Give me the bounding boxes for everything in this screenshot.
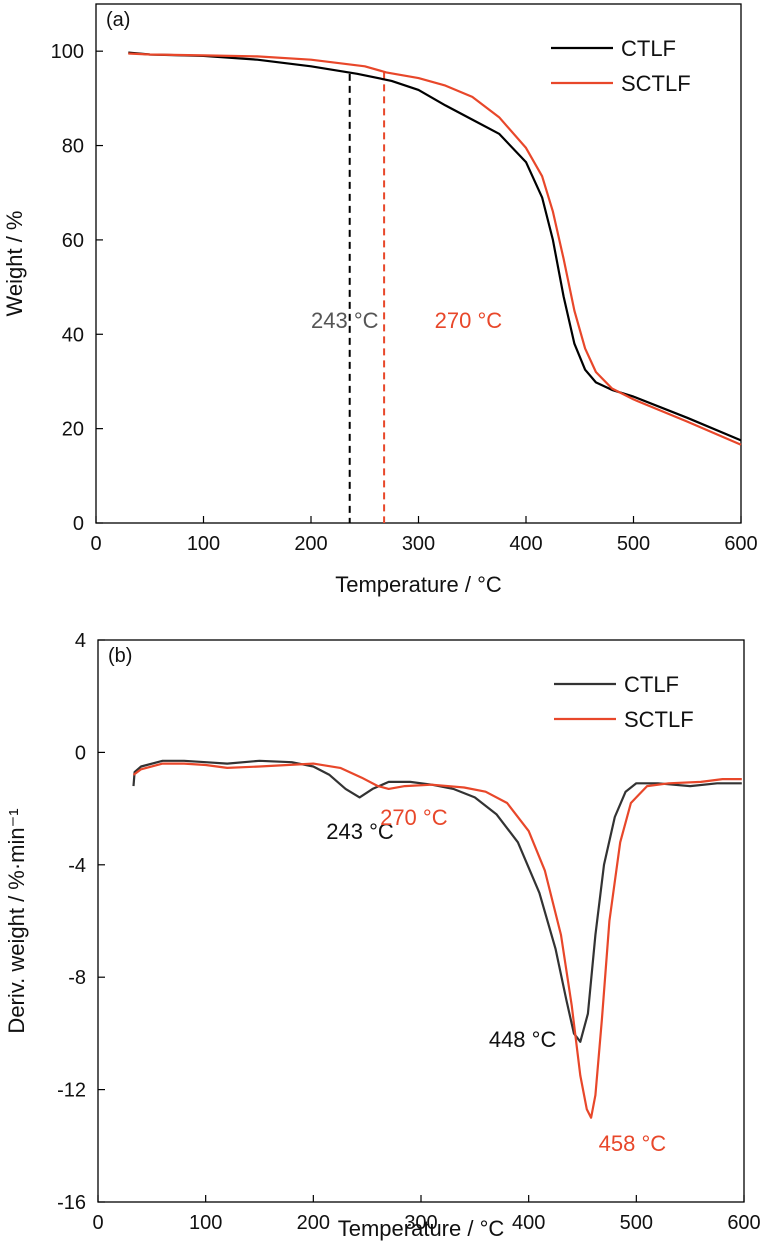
legend-label: SCTLF (621, 71, 691, 96)
y-axis-title: Weight / % (2, 211, 27, 317)
y-tick-label: 4 (75, 630, 86, 652)
y-tick-label: -16 (57, 1192, 86, 1214)
x-tick-label: 500 (617, 533, 650, 555)
y-tick-label: 0 (75, 742, 86, 764)
chart-panel-b: 0 100 200 300 400 500 600 4 0 -4 -8 -12 -16 Temperatu… (4, 630, 761, 1241)
x-tick-label: 0 (90, 533, 101, 555)
chart-panel-a: 0 100 200 300 400 500 600 0 20 40 60 80 100 Temperatu… (2, 3, 758, 597)
panel-label: (b) (108, 645, 132, 667)
y-tick-label: 60 (62, 230, 84, 252)
x-tick-label: 500 (620, 1212, 653, 1234)
y-tick-label: -12 (57, 1080, 86, 1102)
x-axis-title: Temperature / °C (335, 572, 502, 597)
x-tick-label: 300 (404, 1212, 437, 1234)
y-tick-label: -4 (68, 855, 86, 877)
peak-temperature-label: 243 °C (326, 819, 394, 844)
x-tick-label: 200 (294, 533, 327, 555)
y-tick-label: 40 (62, 324, 84, 346)
x-tick-label: 600 (724, 533, 757, 555)
x-tick-label: 100 (189, 1212, 222, 1234)
y-tick-label: 100 (51, 41, 84, 63)
legend-label: CTLF (621, 36, 676, 61)
peak-temperature-label: 458 °C (599, 1131, 667, 1156)
series-line-ctlf (128, 51, 742, 442)
series-line-ctlf (132, 759, 742, 1043)
x-tick-label: 100 (187, 533, 220, 555)
x-axis-title: Temperature / °C (338, 1216, 505, 1241)
peak-temperature-label: 448 °C (489, 1027, 557, 1052)
y-tick-label: -8 (68, 967, 86, 989)
series-line-sctlf (128, 52, 742, 446)
peak-temperature-label: 270 °C (435, 308, 503, 333)
y-tick-label: 0 (73, 513, 84, 535)
y-tick-label: 20 (62, 419, 84, 441)
peak-temperature-label: 270 °C (380, 805, 448, 830)
legend-label: SCTLF (624, 707, 694, 732)
x-tick-label: 400 (509, 533, 542, 555)
x-tick-label: 0 (92, 1212, 103, 1234)
x-tick-label: 400 (512, 1212, 545, 1234)
peak-temperature-label: 243 °C (311, 308, 379, 333)
series-line-sctlf (132, 762, 742, 1119)
y-axis-title: Deriv. weight / %·min⁻¹ (4, 808, 29, 1033)
y-tick-label: 80 (62, 136, 84, 158)
x-tick-label: 600 (727, 1212, 760, 1234)
legend-label: CTLF (624, 672, 679, 697)
x-tick-label: 300 (402, 533, 435, 555)
x-tick-label: 200 (297, 1212, 330, 1234)
panel-label: (a) (106, 9, 130, 31)
